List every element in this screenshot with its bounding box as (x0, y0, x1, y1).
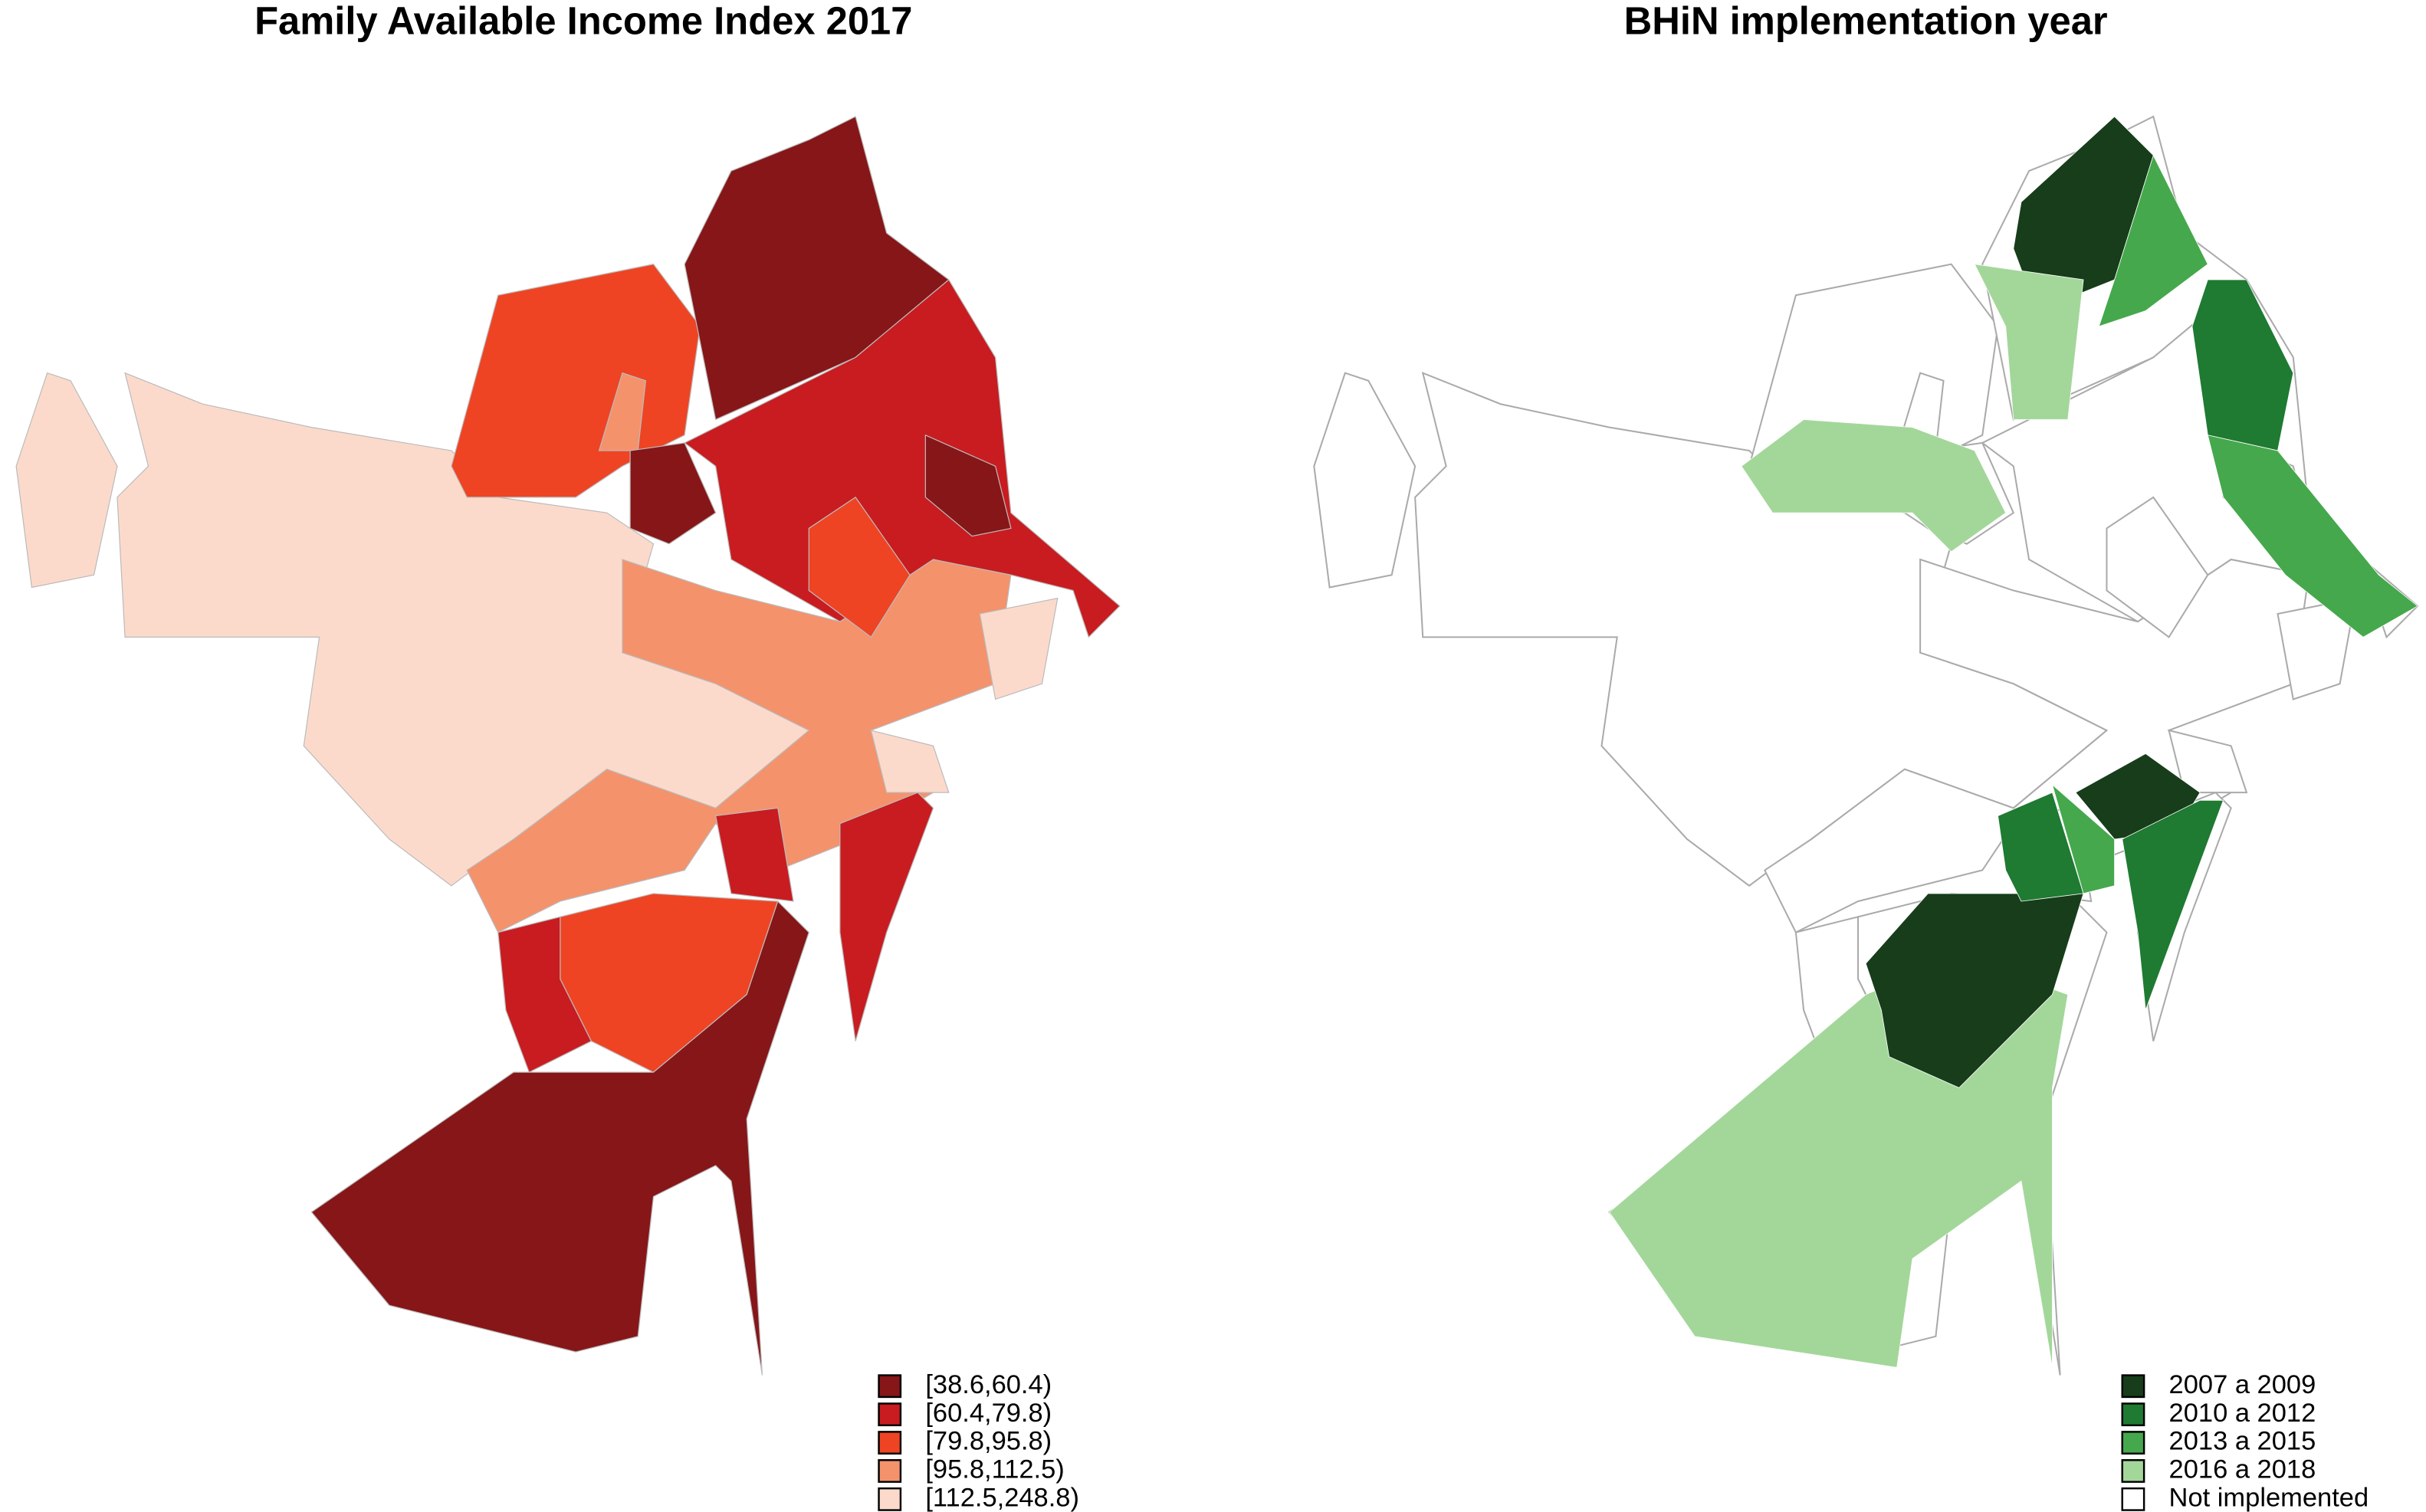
district (1998, 792, 2084, 902)
legend-swatch (878, 1431, 902, 1455)
legend-label: [112.5,248.8) (925, 1483, 1079, 1512)
legend-label: 2007 a 2009 (2169, 1370, 2316, 1399)
map-title: BHiN implementation year (1624, 0, 2108, 43)
legend-swatch (2121, 1431, 2145, 1455)
district (2106, 496, 2209, 638)
legend-label: [38.6,60.4) (925, 1370, 1052, 1399)
legend-label: 2013 a 2015 (2169, 1427, 2316, 1456)
district (2122, 799, 2224, 1011)
district (1865, 893, 2084, 1088)
legend-swatch (878, 1487, 902, 1511)
district (2168, 729, 2248, 794)
districts (15, 116, 1121, 1376)
district (2051, 783, 2116, 894)
legend-label: [79.8,95.8) (925, 1427, 1052, 1456)
legend-swatch (2121, 1487, 2145, 1511)
legend-swatch (878, 1374, 902, 1399)
legend-swatch (878, 1402, 902, 1427)
district (1974, 264, 2084, 420)
legend-label: [95.8,112.5) (925, 1455, 1064, 1484)
district (2098, 154, 2208, 327)
map-title: Family Available Income Index 2017 (254, 0, 912, 43)
district (2207, 435, 2418, 638)
legends: [38.6,60.4)[60.4,79.8)[79.8,95.8)[95.8,1… (878, 1370, 2369, 1512)
district (1313, 372, 1417, 589)
legend-label: 2010 a 2012 (2169, 1399, 2316, 1428)
legend-swatch (2121, 1459, 2145, 1483)
implemented-districts (1609, 116, 2418, 1368)
map-income: Family Available Income Index 2017 (15, 0, 1121, 1376)
legend-label: [60.4,79.8) (925, 1399, 1052, 1428)
legend-swatch (2121, 1374, 2145, 1399)
legend-label: 2016 a 2018 (2169, 1455, 2316, 1484)
district (1741, 419, 2007, 553)
map-bhin: BHiN implementation year (1313, 0, 2419, 1376)
district (2191, 279, 2294, 451)
legend-swatch (2121, 1402, 2145, 1427)
legend-label: Not implemented (2169, 1483, 2369, 1512)
legend-swatch (878, 1459, 902, 1483)
